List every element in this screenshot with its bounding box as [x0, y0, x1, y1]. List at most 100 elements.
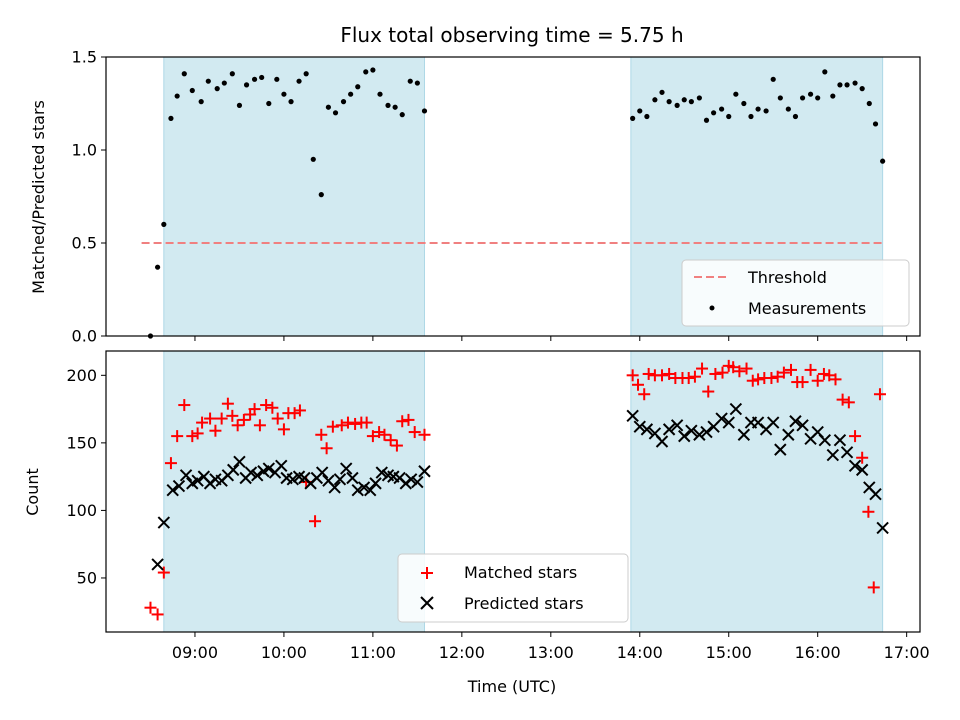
matched-star-point	[186, 430, 199, 443]
measurement-point	[236, 102, 243, 108]
measurement-point	[777, 95, 783, 101]
predicted-star-point	[339, 462, 353, 475]
measurement-point	[637, 108, 643, 114]
predicted-star-point	[364, 483, 377, 497]
predicted-star-point	[737, 428, 751, 441]
predicted-star-point	[662, 423, 676, 436]
x-tick-label: 12:00	[439, 643, 485, 662]
matched-star-point	[716, 366, 729, 379]
predicted-star-point	[418, 465, 431, 478]
measurement-point	[866, 100, 872, 107]
y-tick-label: 200	[66, 366, 97, 385]
measurement-point	[274, 76, 280, 82]
x-axis-label: Time (UTC)	[467, 677, 556, 696]
threshold-legend-label: Threshold	[747, 268, 827, 287]
predicted-star-point	[715, 412, 728, 425]
predicted-star-point	[693, 428, 706, 441]
measurement-point	[741, 100, 747, 107]
measurement-point	[726, 113, 732, 120]
predicted-star-point	[262, 462, 276, 475]
measurement-point	[355, 84, 361, 90]
matched-star-point	[682, 372, 695, 385]
predicted-star-point	[333, 473, 347, 486]
y-tick-label: 150	[66, 433, 97, 452]
predicted-star-point	[722, 416, 735, 429]
predicted-star-point	[191, 474, 204, 487]
matched-star-point	[811, 374, 824, 387]
measurement-point	[770, 76, 776, 82]
matched-star-point	[196, 416, 209, 429]
matched-star-point	[288, 407, 301, 420]
measurement-point	[251, 76, 258, 82]
bottom-shaded-intervals	[163, 350, 884, 633]
matched-star-point	[862, 505, 875, 518]
measurement-point	[872, 121, 879, 127]
measurement-point	[259, 74, 265, 81]
predicted-star-point	[233, 455, 246, 468]
measurement-point	[880, 158, 886, 164]
predicted-star-point	[357, 481, 371, 494]
measurement-point	[181, 71, 187, 77]
measurement-point	[229, 71, 235, 77]
measurement-point	[168, 115, 174, 121]
predicted-star-point	[826, 448, 840, 462]
measurement-point	[189, 87, 195, 94]
measurement-point	[785, 106, 791, 112]
measurement-point	[859, 86, 865, 92]
matched-star-point	[253, 419, 266, 432]
matched-star-point	[231, 419, 244, 432]
matched-star-point	[396, 415, 409, 428]
matched-star-point	[221, 397, 234, 410]
matched-star-point	[373, 426, 386, 439]
matched-star-point	[696, 362, 709, 375]
top-x-ticks	[194, 336, 908, 341]
matched-star-point	[271, 412, 284, 425]
measurement-point	[652, 97, 658, 103]
measurement-point	[711, 110, 717, 116]
measurement-point	[221, 80, 227, 86]
measurement-point	[815, 95, 821, 101]
matched-star-point	[873, 388, 886, 401]
measurement-point	[696, 95, 702, 101]
predicted-star-point	[404, 473, 418, 486]
x-tick-label: 17:00	[884, 643, 930, 662]
predicted-star-point	[375, 466, 388, 479]
matched-star-point	[366, 430, 379, 443]
measurement-point	[325, 104, 332, 110]
measurement-point	[243, 82, 250, 88]
bottom-panel: 50 100 150 200 09:00 10:00 11:00 12:00 13:00 14:…	[23, 350, 930, 696]
predicted-star-point	[685, 424, 698, 437]
measurement-point	[703, 117, 710, 123]
predicted-star-point	[678, 429, 691, 443]
matched-star-point	[309, 515, 322, 528]
matched-star-point	[248, 403, 261, 416]
shaded-interval-1	[163, 350, 425, 633]
predicted-star-point	[782, 428, 795, 441]
matched-star-point	[638, 388, 651, 401]
y-tick-label: 1.0	[72, 141, 97, 160]
matched-star-point	[178, 399, 191, 412]
y-tick-label: 50	[77, 568, 97, 587]
matched-star-point	[402, 413, 415, 426]
measurement-point	[318, 192, 324, 198]
top-legend-box	[681, 259, 910, 327]
measurements-legend-swatch	[709, 305, 715, 311]
matched-star-point	[157, 566, 170, 579]
matched-star-point	[144, 601, 157, 614]
predicted-stars-points	[151, 402, 889, 571]
predicted-star-point	[275, 459, 288, 473]
matched-star-point	[663, 367, 676, 380]
x-tick-label: 14:00	[617, 643, 663, 662]
top-axes-frame	[105, 56, 921, 337]
measurement-point	[348, 91, 354, 97]
matched-star-point	[626, 369, 639, 382]
bottom-x-ticks: 09:00 10:00 11:00 12:00 13:00 14:00 15:00 16:00…	[172, 632, 930, 662]
top-panel: 0.0 0.5 1.0 1.5 Matched/Predicted stars Thr…	[29, 48, 921, 346]
matched-star-point	[752, 373, 765, 386]
shaded-interval-2	[630, 350, 884, 633]
predicted-star-point	[848, 459, 862, 473]
measurement-point	[310, 156, 316, 162]
matched-star-point	[702, 385, 715, 398]
matched-star-point	[836, 393, 849, 406]
